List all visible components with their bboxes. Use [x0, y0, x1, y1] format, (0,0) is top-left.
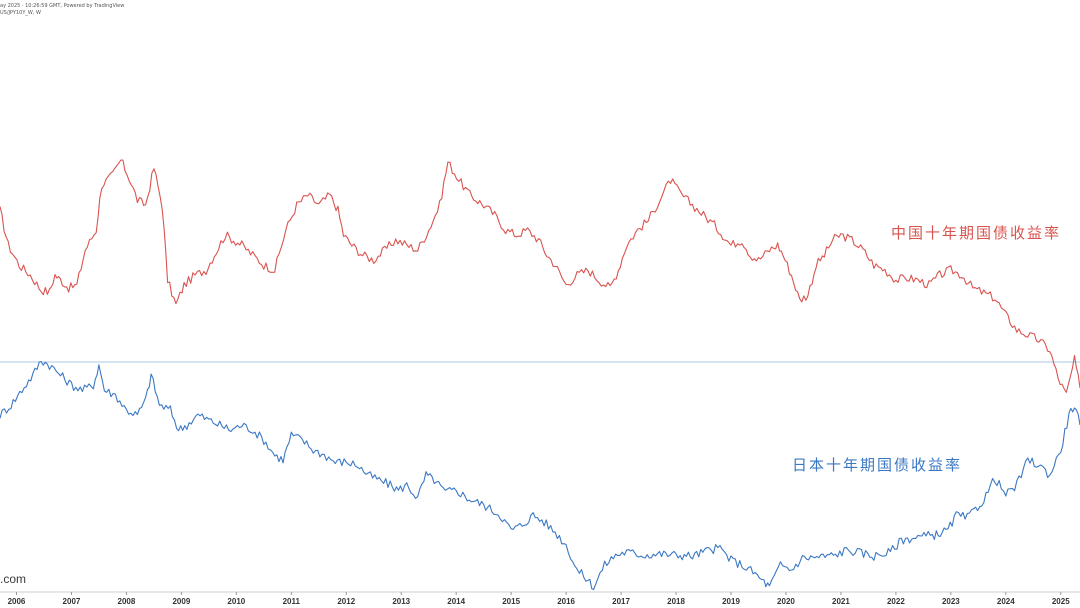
- x-tick-label: 2014: [447, 597, 465, 606]
- x-tick-label: 2020: [777, 597, 795, 606]
- x-tick-label: 2017: [612, 597, 630, 606]
- x-tick-label: 2016: [557, 597, 575, 606]
- x-tick-label: 2010: [227, 597, 245, 606]
- x-tick-label: 2022: [887, 597, 905, 606]
- x-tick-label: 2019: [722, 597, 740, 606]
- x-tick-label: 2023: [942, 597, 960, 606]
- series-line-china-10y: [0, 159, 1080, 393]
- series-label-china: 中国十年期国债收益率: [891, 224, 1062, 242]
- x-tick-label: 2011: [283, 597, 301, 606]
- x-tick-label: 2013: [392, 597, 410, 606]
- x-tick-label: 2021: [832, 597, 850, 606]
- x-tick-label: 2025: [1052, 597, 1070, 606]
- x-tick-label: 2007: [63, 597, 81, 606]
- header-timestamp: ay 2025 · 10:26:59 GMT, Powered by Tradi…: [0, 3, 125, 9]
- x-tick-label: 2006: [8, 597, 26, 606]
- x-tick-label: 2012: [337, 597, 355, 606]
- series-label-japan: 日本十年期国债收益率: [792, 456, 963, 474]
- x-axis-ticks: 2006 2007 2008 2009 2010 2011 2012 2013 2014 2015…: [8, 592, 1070, 606]
- header-symbol: US/JPY10Y_W, W: [0, 10, 41, 16]
- x-tick-label: 2009: [172, 597, 190, 606]
- x-tick-label: 2018: [667, 597, 685, 606]
- x-tick-label: 2024: [997, 597, 1015, 606]
- series-line-japan-10y: [0, 361, 1080, 591]
- tradingview-watermark: .com: [0, 572, 27, 586]
- x-tick-label: 2008: [118, 597, 136, 606]
- x-tick-label: 2015: [502, 597, 520, 606]
